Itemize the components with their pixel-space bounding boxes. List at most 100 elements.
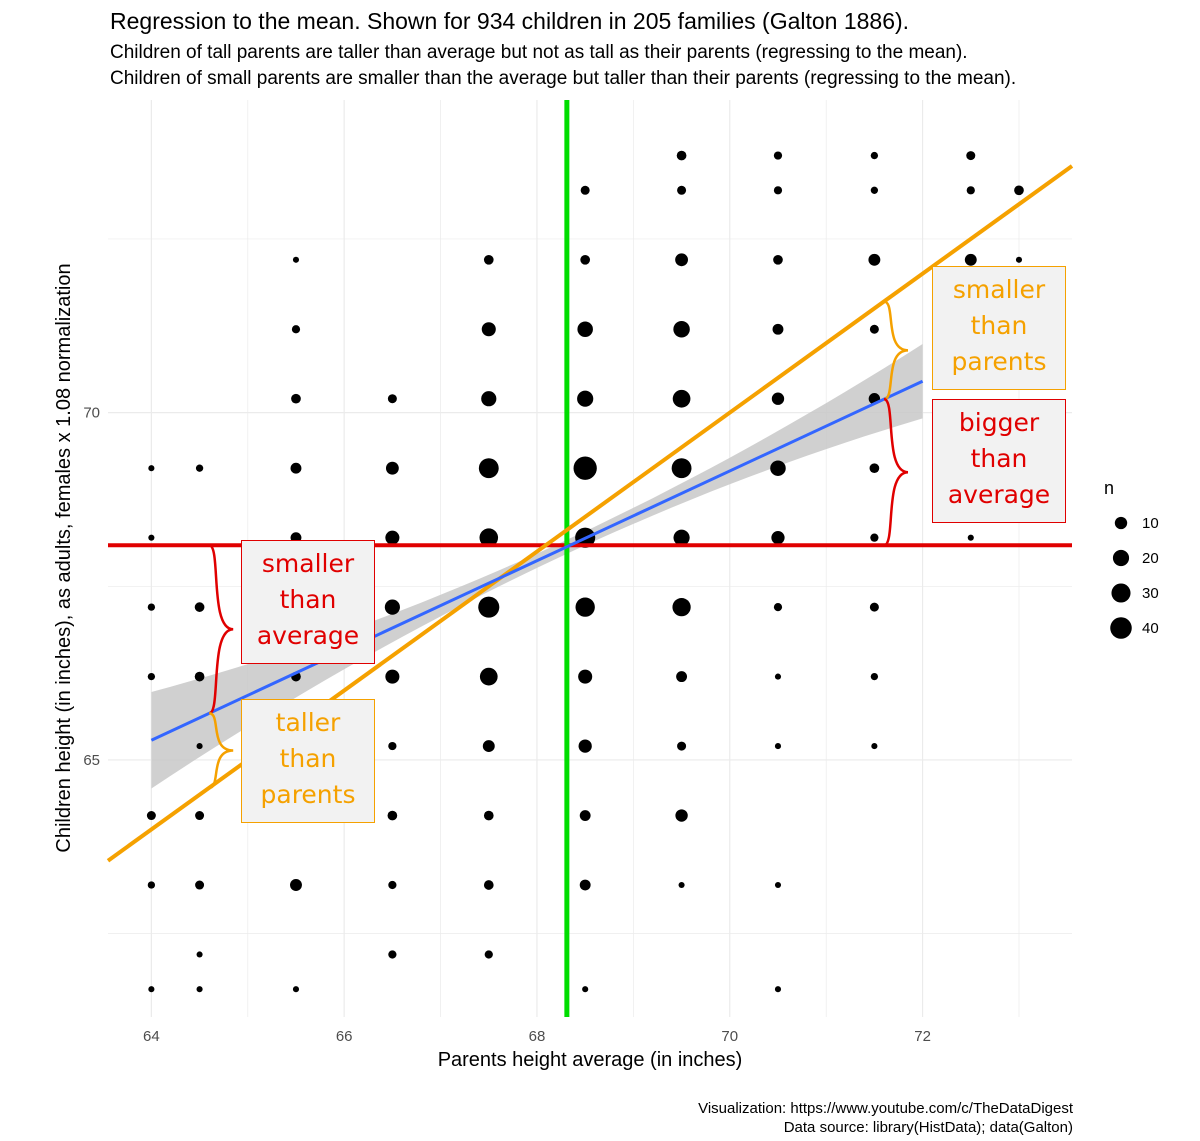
data-point: [482, 740, 495, 753]
data-point: [385, 530, 400, 545]
legend-key-circle: [1114, 516, 1128, 530]
data-point: [148, 465, 155, 472]
data-point: [147, 603, 156, 611]
data-point: [387, 810, 398, 821]
data-point: [676, 671, 688, 683]
data-point: [146, 811, 156, 821]
annotation-text: than: [279, 744, 337, 773]
data-point: [773, 603, 783, 612]
y-tick-label: 70: [83, 405, 100, 422]
annotation-bigger-than-average: bigger than average: [932, 399, 1066, 523]
data-point: [195, 880, 205, 890]
data-point: [194, 671, 205, 682]
data-point: [774, 881, 782, 889]
data-point: [195, 464, 204, 472]
data-point: [677, 185, 687, 195]
data-point: [771, 392, 785, 405]
braces-layer: [208, 300, 909, 789]
legend-key-label: 30: [1142, 585, 1159, 602]
brace-taller-than-parents: [208, 712, 234, 789]
legend-key-circle: [1111, 583, 1131, 603]
data-point: [771, 531, 785, 545]
data-point: [871, 743, 878, 750]
data-point: [291, 325, 301, 334]
data-point: [483, 810, 494, 821]
x-tick-label: 64: [143, 1028, 160, 1045]
data-point: [870, 151, 879, 160]
data-point: [291, 393, 301, 404]
data-point: [196, 951, 203, 958]
brace-bigger-than-average: [883, 397, 909, 547]
data-point: [677, 741, 687, 751]
data-point: [388, 950, 397, 959]
annotation-text: than: [279, 585, 337, 614]
data-point: [966, 151, 976, 161]
data-point: [869, 602, 879, 612]
data-point: [292, 986, 300, 993]
data-point: [196, 986, 203, 993]
data-point: [385, 669, 400, 684]
data-point: [387, 394, 397, 404]
data-point: [195, 811, 205, 821]
annotation-text: bigger: [958, 408, 1040, 437]
y-tick-label: 65: [83, 752, 100, 769]
data-point: [575, 597, 595, 617]
size-legend: n 10 20 30 40: [1104, 478, 1159, 639]
data-point: [774, 986, 782, 993]
x-tick-label: 72: [914, 1028, 931, 1045]
x-tick-label: 70: [721, 1028, 738, 1045]
data-point: [483, 880, 494, 890]
annotation-smaller-than-parents: smaller than parents: [932, 266, 1066, 390]
legend-key-circle: [1110, 617, 1132, 639]
data-point: [870, 533, 879, 542]
annotation-text: than: [970, 311, 1028, 340]
data-point: [869, 324, 879, 334]
data-point: [673, 529, 690, 546]
data-point: [1015, 256, 1023, 263]
data-point: [147, 672, 156, 681]
data-point: [671, 458, 692, 479]
data-point: [292, 256, 300, 263]
data-point: [678, 881, 685, 889]
data-point: [773, 254, 783, 265]
data-point: [967, 534, 974, 541]
chart-subtitle-line-2: Children of small parents are smaller th…: [110, 68, 1017, 89]
data-point: [290, 462, 302, 474]
data-point: [773, 151, 783, 160]
data-point: [773, 186, 783, 195]
y-axis-title: Children height (in inches), as adults, …: [53, 263, 75, 852]
tick-labels: 64 66 68 70 72 65 70: [83, 405, 931, 1045]
data-point: [577, 321, 593, 338]
x-axis-title: Parents height average (in inches): [438, 1049, 743, 1071]
data-point: [479, 528, 499, 547]
brace-smaller-than-parents: [883, 300, 909, 401]
regression-line: [150, 379, 924, 742]
data-point: [770, 460, 786, 476]
x-tick-label: 68: [529, 1028, 546, 1045]
data-point: [870, 672, 879, 681]
annotation-smaller-than-average: smaller than average: [241, 540, 375, 664]
annotation-text: smaller: [261, 549, 355, 578]
confidence-band: [151, 344, 923, 789]
data-point: [577, 390, 594, 407]
legend-key-label: 10: [1142, 515, 1159, 532]
annotation-taller-than-parents: taller than parents: [241, 699, 375, 823]
data-point: [481, 391, 497, 407]
annotation-text: average: [256, 621, 360, 650]
caption-data-source: Data source: library(HistData); data(Gal…: [783, 1119, 1073, 1136]
data-point: [774, 673, 782, 680]
data-point: [774, 743, 782, 750]
legend-key-circle: [1112, 549, 1130, 567]
data-point: [672, 389, 691, 408]
data-point: [481, 322, 496, 337]
data-point: [578, 669, 593, 684]
annotation-text: taller: [275, 708, 341, 737]
data-point: [966, 186, 975, 195]
annotation-text: parents: [951, 347, 1047, 376]
chart-title: Regression to the mean. Shown for 934 ch…: [110, 8, 910, 34]
data-point: [676, 150, 687, 161]
confidence-band-layer: [151, 344, 923, 789]
data-point: [573, 456, 597, 480]
data-point: [147, 881, 156, 889]
